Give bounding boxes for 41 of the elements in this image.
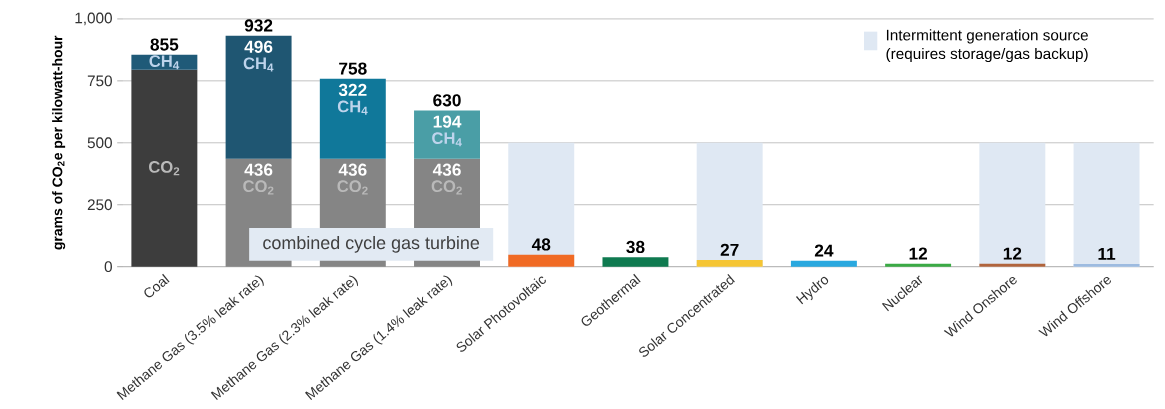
text: CH$_{4}$ — [432, 132, 462, 147]
total-label: 48 — [531, 238, 551, 251]
data-label: 436 — [432, 163, 461, 177]
total-label: 27 — [720, 243, 739, 257]
text: CH$_{4}$ — [337, 100, 368, 115]
data-label: 496 — [244, 40, 273, 54]
bar — [696, 260, 763, 267]
bar — [225, 36, 292, 159]
text: CH$_{4}$ — [243, 57, 274, 72]
annotation: combined cycle gas turbine — [263, 236, 480, 253]
bar — [602, 257, 669, 267]
total-label: 758 — [339, 62, 367, 75]
bar — [979, 263, 1046, 267]
total-label: 11 — [1098, 248, 1116, 261]
data-label: 194 — [433, 115, 462, 128]
y-tick-label: 500 — [87, 137, 112, 149]
total-label: 855 — [150, 38, 179, 51]
y-axis-title: grams of CO$_{2}$e per kilowatt-hour — [52, 35, 66, 250]
total-label: 12 — [1003, 247, 1022, 260]
total-label: 932 — [244, 19, 273, 32]
total-label: 630 — [433, 94, 461, 107]
bar — [1073, 264, 1140, 267]
y-tick-label: 750 — [87, 75, 112, 87]
bar — [885, 263, 952, 267]
data-label: 322 — [338, 84, 367, 97]
bar — [131, 69, 198, 267]
text: CO$_{2}$ — [149, 161, 180, 176]
bar — [508, 255, 575, 267]
bar — [790, 260, 857, 267]
total-label: 24 — [814, 244, 834, 257]
y-tick-label: 0 — [104, 261, 112, 273]
y-tick-label: 1,000 — [75, 12, 112, 26]
y-tick-label: 250 — [87, 199, 112, 211]
total-label: 38 — [626, 241, 645, 254]
bar — [414, 110, 480, 159]
legend-label: Intermittent generation source (requires storage/gas backup) — [886, 29, 1088, 63]
bar — [319, 79, 386, 159]
total-label: 12 — [909, 247, 928, 260]
data-label: 436 — [338, 163, 367, 177]
data-label: 436 — [244, 163, 273, 177]
series-label: CH$_{4}$ — [149, 55, 180, 70]
